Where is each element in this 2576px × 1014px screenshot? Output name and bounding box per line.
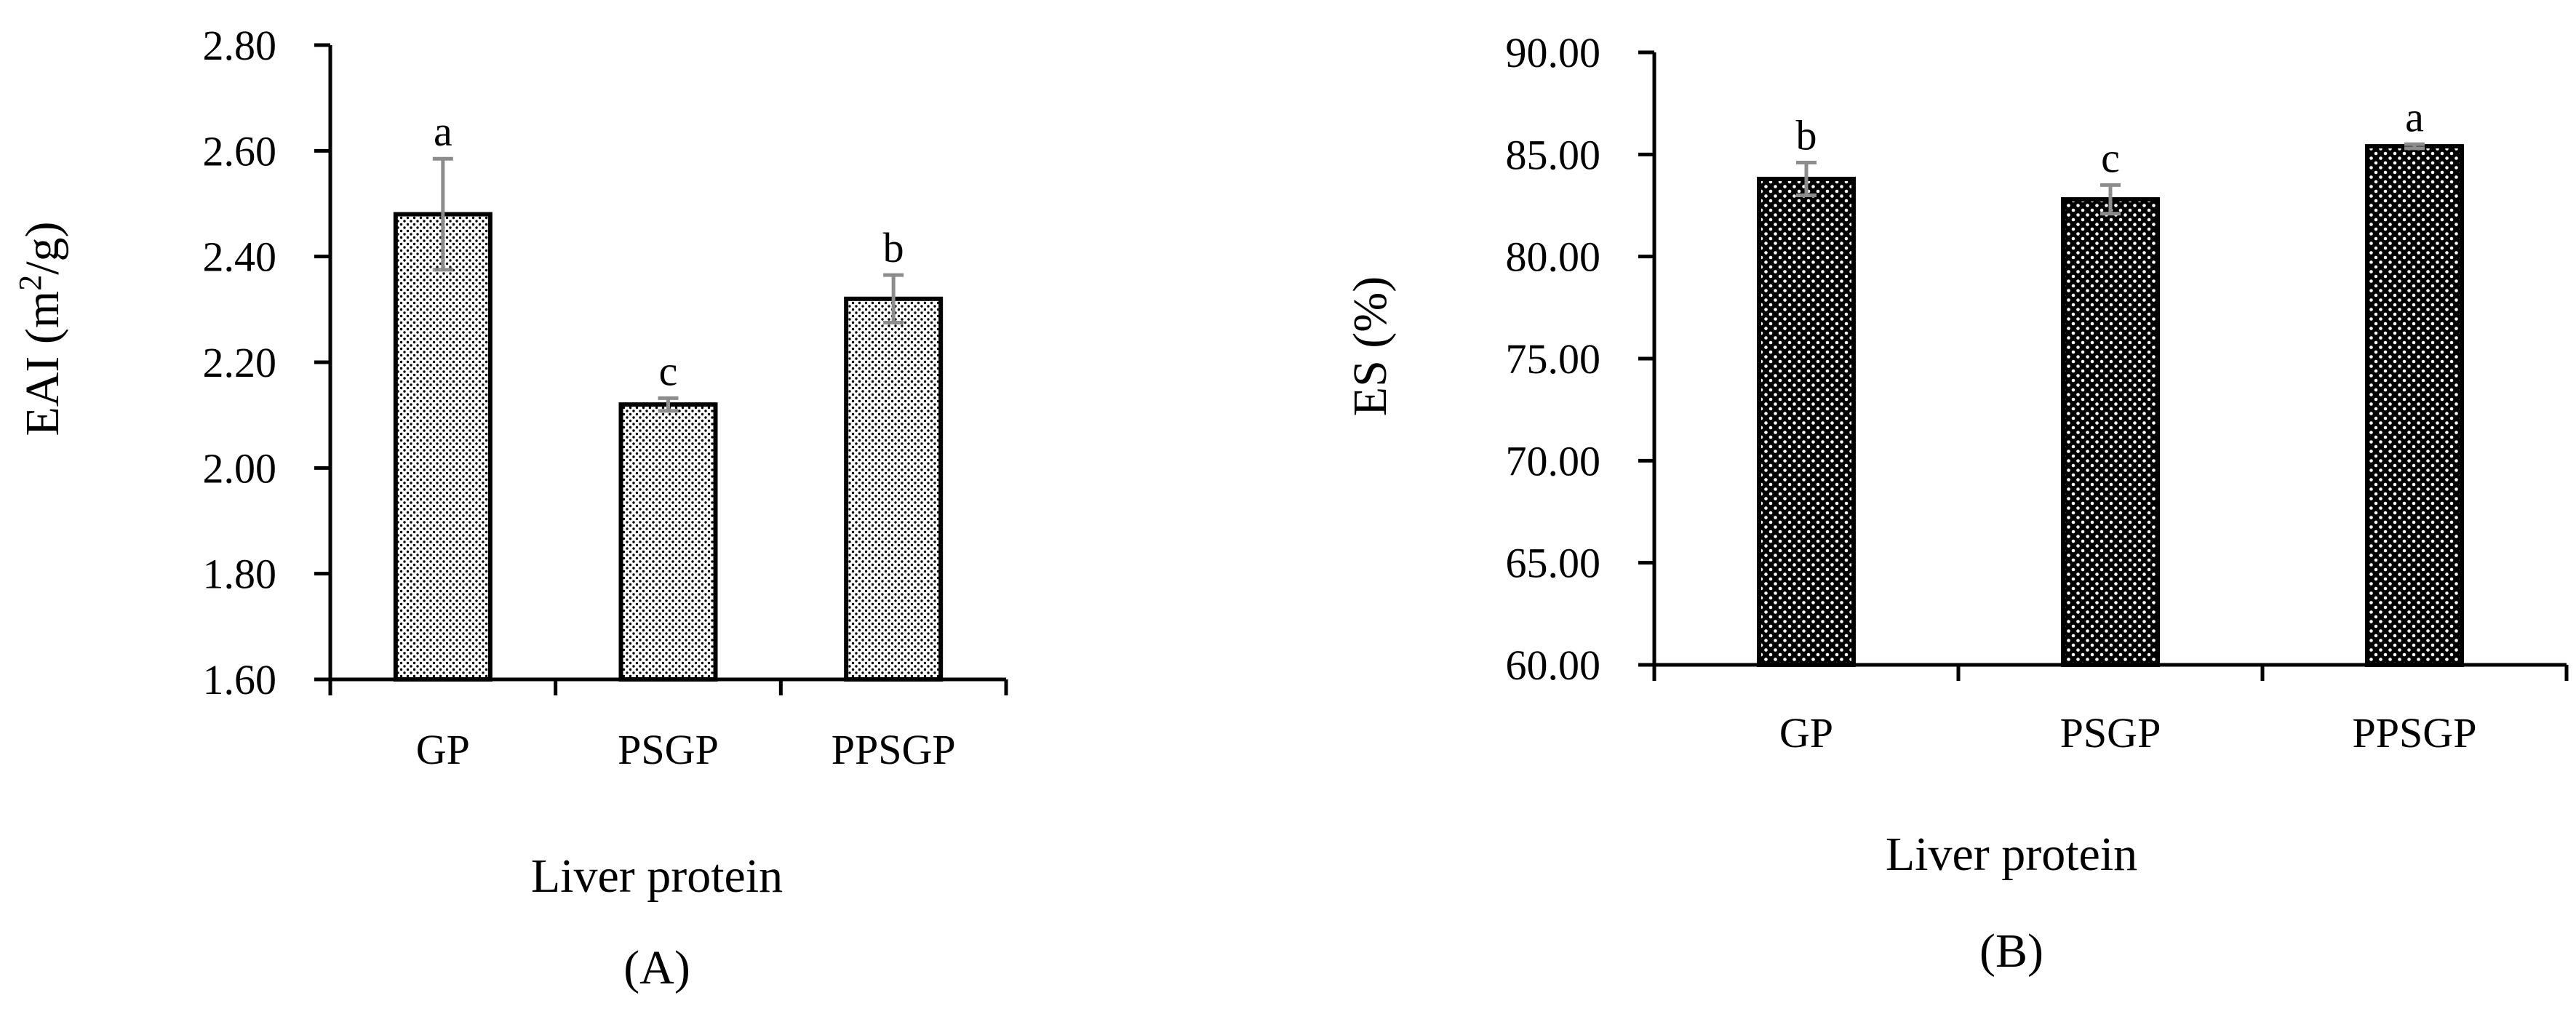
significance-label: b [883, 224, 904, 271]
y-axis-tick-labels-b: 60.00 65.00 70.00 75.00 80.00 85.00 90.00 GP PSG… [1506, 29, 2477, 756]
chart-panel-b: 60.00 65.00 70.00 75.00 80.00 85.00 90.00 GP PSG… [1344, 29, 2569, 978]
significance-label: a [2405, 93, 2424, 140]
error-bar-psgp [2100, 183, 2121, 216]
y-tick-label: 1.60 [203, 656, 277, 703]
y-tick-label: 2.00 [203, 444, 277, 492]
y-tick-label: 75.00 [1506, 335, 1601, 383]
error-bar-gp [1796, 161, 1817, 197]
axes-b [1638, 50, 2569, 681]
axes-a [314, 43, 1008, 695]
error-bar-psgp [658, 396, 679, 413]
bar-ppsgp [844, 296, 944, 682]
significance-label: c [2101, 134, 2120, 181]
x-tick-label: GP [1779, 709, 1833, 756]
bar-ppsgp [2365, 144, 2464, 667]
error-bar-ppsgp [883, 273, 904, 324]
error-bar-ppsgp [2404, 142, 2425, 151]
x-axis-title-b: Liver protein [1886, 828, 2137, 881]
bar-psgp [2061, 197, 2160, 667]
y-tick-label: 1.80 [203, 551, 277, 598]
significance-label: b [1796, 112, 1817, 159]
x-tick-label: PSGP [2060, 709, 2161, 756]
significance-label: a [434, 108, 452, 155]
bar-gp [393, 212, 493, 682]
y-axis-title-b: ES (%) [1344, 276, 1397, 416]
y-tick-label: 2.80 [203, 22, 277, 69]
panel-label-b: (B) [1979, 925, 2043, 978]
y-axis-tick-labels-a: 1.60 1.80 2.00 2.20 2.40 2.60 2.80 GP PSGP PPSGP [203, 22, 956, 773]
bar-psgp [618, 402, 718, 682]
x-axis-title-a: Liver protein [531, 850, 783, 903]
y-tick-label: 2.40 [203, 233, 277, 281]
significance-label: c [659, 347, 678, 394]
bars-b: b ca [1757, 93, 2464, 668]
y-tick-label: 70.00 [1506, 437, 1601, 484]
y-axis-title-a: EAI (m2/g) [12, 221, 69, 436]
y-tick-label: 2.60 [203, 127, 277, 175]
x-tick-label: GP [416, 726, 470, 773]
y-tick-label: 65.00 [1506, 540, 1601, 587]
x-tick-label: PPSGP [832, 726, 956, 773]
bars-a: a c b [393, 108, 944, 682]
error-bar-gp [432, 156, 453, 272]
bar-gp [1757, 177, 1856, 668]
x-tick-label: PPSGP [2353, 709, 2477, 756]
panel-label-a: (A) [623, 941, 690, 994]
y-tick-label: 60.00 [1506, 642, 1601, 689]
y-tick-label: 85.00 [1506, 131, 1601, 178]
y-tick-label: 80.00 [1506, 233, 1601, 281]
x-tick-label: PSGP [618, 726, 719, 773]
y-tick-label: 90.00 [1506, 29, 1601, 76]
y-tick-label: 2.20 [203, 339, 277, 386]
